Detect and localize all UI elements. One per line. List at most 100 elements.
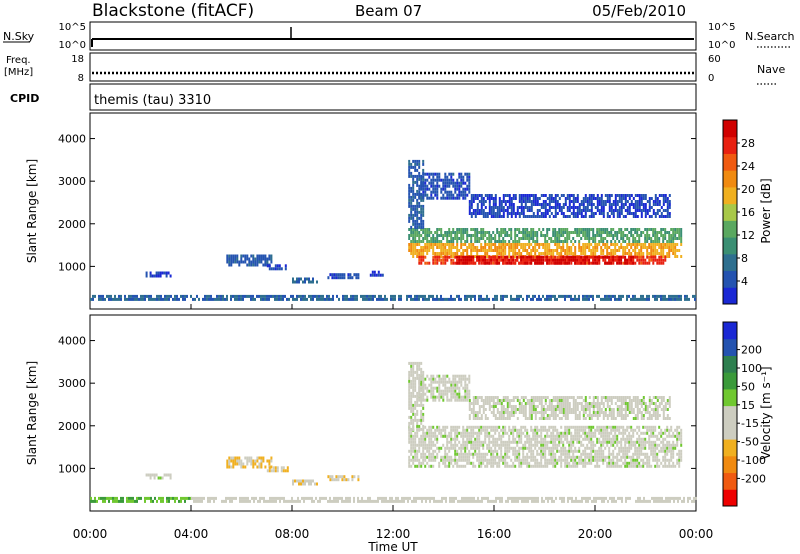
data-cell [327, 499, 329, 503]
data-cell [466, 437, 469, 441]
data-cell [446, 243, 449, 246]
data-cell [648, 425, 651, 429]
data-cell [474, 249, 477, 252]
data-cell [568, 231, 571, 234]
data-cell [556, 194, 559, 197]
data-cell [446, 425, 449, 429]
data-cell [642, 243, 645, 246]
data-cell [562, 246, 565, 249]
data-cell [659, 496, 661, 500]
data-cell [606, 194, 609, 197]
data-cell [608, 246, 611, 249]
data-cell [582, 297, 584, 301]
data-cell [400, 297, 402, 301]
data-cell [432, 440, 435, 444]
data-cell [526, 294, 528, 298]
data-cell [456, 246, 459, 249]
data-cell [666, 246, 669, 249]
data-cell [670, 455, 673, 459]
data-cell [653, 496, 655, 500]
data-cell [664, 458, 667, 462]
data-cell [260, 462, 263, 466]
data-cell [693, 496, 695, 500]
data-cell [566, 461, 569, 465]
data-cell [556, 255, 559, 259]
data-cell [600, 455, 603, 459]
data-cell [149, 473, 152, 477]
data-cell [422, 249, 425, 252]
data-cell [470, 212, 473, 215]
data-cell [410, 234, 413, 237]
data-cell [464, 449, 467, 453]
data-cell [648, 258, 651, 262]
data-cell [385, 499, 387, 503]
data-cell [508, 255, 511, 258]
data-cell [644, 452, 647, 456]
data-cell [544, 206, 547, 209]
data-cell [460, 246, 463, 249]
data-cell [594, 243, 597, 246]
data-cell [626, 452, 629, 456]
data-cell [608, 258, 611, 262]
data-cell [500, 228, 503, 231]
data-cell [542, 215, 545, 218]
data-cell [506, 431, 509, 435]
data-cell [640, 294, 642, 298]
power-y-axis-label: Slant Range [km] [25, 159, 39, 263]
data-cell [470, 240, 473, 243]
data-cell [530, 297, 532, 301]
data-cell [510, 440, 513, 444]
data-cell [552, 255, 555, 259]
data-cell [634, 458, 637, 462]
data-cell [652, 212, 655, 215]
data-cell [494, 212, 497, 215]
data-cell [369, 499, 371, 503]
data-cell [502, 461, 505, 465]
data-cell [558, 228, 561, 231]
data-cell [260, 456, 263, 460]
data-cell [670, 246, 673, 249]
data-cell [672, 461, 675, 465]
data-cell [498, 461, 501, 465]
data-cell [538, 446, 541, 450]
data-cell [636, 255, 639, 259]
data-cell [436, 297, 438, 301]
data-cell [500, 243, 503, 246]
data-cell [357, 499, 359, 503]
data-cell [614, 197, 617, 200]
data-cell [408, 171, 411, 175]
data-cell [528, 243, 531, 246]
data-cell [588, 446, 591, 450]
data-cell [586, 231, 589, 234]
data-cell [668, 297, 670, 301]
data-cell [540, 455, 543, 459]
data-cell [264, 260, 267, 264]
data-cell [462, 440, 465, 444]
data-cell [656, 234, 659, 237]
data-cell [516, 458, 519, 462]
data-cell [606, 249, 609, 252]
data-cell [610, 203, 613, 206]
data-cell [412, 183, 415, 187]
data-cell [574, 437, 577, 441]
data-cell [520, 428, 523, 432]
data-cell [680, 443, 683, 447]
data-cell [592, 294, 594, 298]
data-cell [414, 243, 417, 246]
data-cell [588, 215, 591, 218]
data-cell [252, 254, 255, 258]
data-cell [612, 428, 615, 432]
data-cell [632, 464, 635, 468]
data-cell [620, 455, 623, 459]
data-cell [464, 181, 467, 185]
data-cell [436, 190, 439, 194]
data-cell [536, 461, 539, 465]
data-cell [646, 455, 649, 459]
data-cell [424, 464, 427, 468]
data-cell [226, 462, 229, 466]
data-cell [331, 478, 334, 482]
data-cell [566, 258, 569, 262]
data-cell [508, 261, 511, 265]
data-cell [600, 446, 603, 450]
